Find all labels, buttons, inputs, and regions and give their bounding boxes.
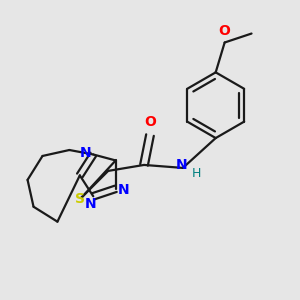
Text: O: O — [219, 24, 231, 38]
Text: N: N — [85, 197, 96, 211]
Text: H: H — [192, 167, 201, 180]
Text: S: S — [75, 192, 85, 206]
Text: O: O — [144, 115, 156, 129]
Text: N: N — [117, 183, 129, 197]
Text: N: N — [80, 146, 92, 160]
Text: N: N — [176, 158, 187, 172]
